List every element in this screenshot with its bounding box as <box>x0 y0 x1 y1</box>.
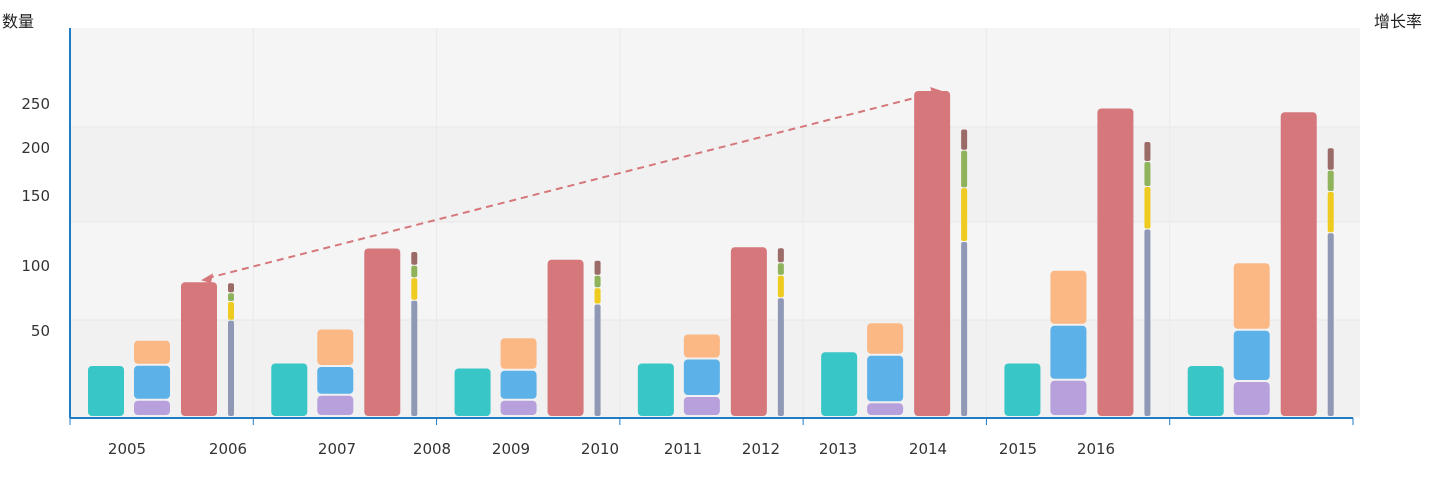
grid-band <box>70 127 1360 222</box>
bar-thin-brown <box>961 129 968 150</box>
trend-arrow-line <box>206 92 935 280</box>
x-tick-label: 2015 <box>999 440 1037 458</box>
bar-thin-yellow <box>594 288 601 304</box>
bar-thin-yellow <box>411 278 418 300</box>
bar-red <box>914 91 951 416</box>
x-tick-label: 2005 <box>108 440 146 458</box>
bar-thin-brown <box>411 252 418 265</box>
bar-blue <box>1050 325 1087 379</box>
bar-thin-yellow <box>961 188 968 241</box>
bar-red <box>730 247 767 416</box>
bar-orange <box>317 329 354 365</box>
bar-thin-gray <box>1327 233 1334 416</box>
bar-thin-brown <box>777 248 784 263</box>
bar-orange <box>134 340 170 364</box>
x-tick-label: 2013 <box>819 440 857 458</box>
bar-teal <box>821 352 858 416</box>
bar-thin-gray <box>961 242 968 416</box>
y-tick-label: 150 <box>21 187 50 205</box>
bar-purple <box>1233 382 1270 415</box>
bar-red <box>364 248 401 416</box>
bar-teal <box>1187 366 1224 416</box>
y-axis-right-label: 增长率 <box>1374 12 1422 31</box>
y-tick-label: 200 <box>21 139 50 157</box>
bar-purple <box>1050 380 1087 415</box>
axes <box>69 28 1354 425</box>
bar-teal <box>454 368 491 416</box>
x-tick-label: 2007 <box>318 440 356 458</box>
y-axis-left-label: 数量 <box>2 12 34 31</box>
bar-thin-yellow <box>1144 187 1151 229</box>
y-tick-labels: 250 200 150 100 50 <box>21 95 50 340</box>
bar-blue <box>500 370 537 399</box>
bar-thin-yellow <box>777 275 784 298</box>
bar-thin-brown <box>228 283 234 293</box>
bar-thin-brown <box>1327 148 1334 170</box>
x-tick-label: 2012 <box>742 440 780 458</box>
bar-purple <box>134 400 170 415</box>
bar-orange <box>500 338 537 369</box>
bar-thin-green <box>594 275 601 288</box>
bar-orange <box>1050 270 1087 324</box>
bar-purple <box>317 395 354 415</box>
x-tick-label: 2008 <box>413 440 451 458</box>
x-tick-label: 2010 <box>581 440 619 458</box>
bar-thin-yellow <box>228 302 234 320</box>
y-tick-label: 100 <box>21 257 50 275</box>
x-tick-label: 2006 <box>209 440 247 458</box>
bar-red <box>1280 112 1317 416</box>
bar-blue <box>683 359 720 395</box>
x-tick-label: 2014 <box>909 440 947 458</box>
x-tick-label: 2011 <box>664 440 702 458</box>
bar-thin-green <box>1144 162 1151 186</box>
bar-teal <box>637 363 674 416</box>
bar-purple <box>683 397 720 415</box>
bar-red <box>181 282 217 416</box>
x-tick-label: 2009 <box>492 440 530 458</box>
bar-blue <box>867 355 904 402</box>
bar-purple <box>500 400 537 415</box>
bar-thin-green <box>411 265 418 278</box>
bar-red <box>1097 108 1134 416</box>
bar-thin-gray <box>1144 229 1151 416</box>
bar-thin-gray <box>594 304 601 416</box>
bar-blue <box>317 367 354 394</box>
bar-orange <box>683 334 720 358</box>
bar-red <box>547 259 584 416</box>
x-tick-labels: 2005 2006 2007 2008 2009 2010 2011 2012 2013 2014… <box>108 440 1115 458</box>
x-tick-label: 2016 <box>1077 440 1115 458</box>
bar-teal <box>1004 363 1041 416</box>
trend-arrow <box>201 87 943 284</box>
bar-blue <box>134 365 170 399</box>
bar-thin-yellow <box>1327 192 1334 233</box>
bar-thin-green <box>777 263 784 275</box>
bar-teal <box>271 363 308 416</box>
bar-thin-gray <box>411 300 418 416</box>
bar-blue <box>1233 330 1270 380</box>
bar-thin-gray <box>777 298 784 416</box>
trend-arrow-tail <box>201 273 213 284</box>
bar-thin-green <box>961 150 968 188</box>
bar-thin-green <box>1327 170 1334 191</box>
bar-orange <box>1233 263 1270 329</box>
bar-teal <box>88 366 124 416</box>
bar-purple <box>867 403 904 415</box>
bar-thin-brown <box>594 260 601 275</box>
bar-thin-brown <box>1144 142 1151 161</box>
bar-orange <box>867 323 904 354</box>
bars <box>88 91 1334 416</box>
bar-thin-green <box>228 293 234 301</box>
y-tick-label: 50 <box>31 322 50 340</box>
bar-thin-gray <box>228 320 234 416</box>
trend-arrow-head <box>930 87 943 97</box>
y-tick-label: 250 <box>21 95 50 113</box>
